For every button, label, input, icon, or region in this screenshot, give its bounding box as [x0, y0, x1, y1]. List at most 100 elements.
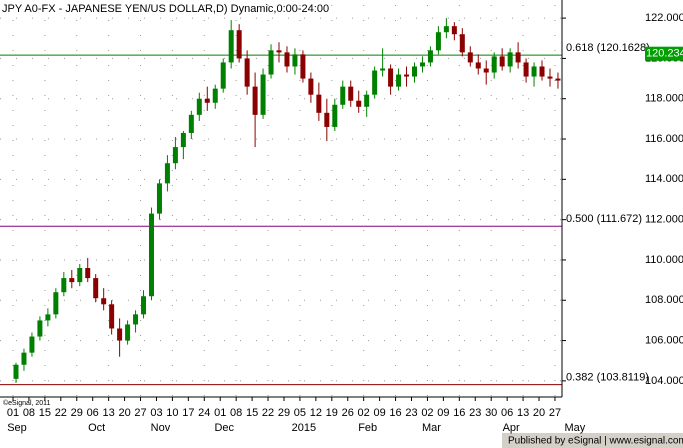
- y-tick-label: 110.000: [645, 254, 683, 266]
- y-tick-label: 114.000: [645, 173, 683, 185]
- candle-body: [117, 328, 123, 341]
- candle-body: [196, 98, 202, 115]
- candle-body: [61, 278, 67, 293]
- x-tick-label: 22: [262, 407, 274, 419]
- candle-body: [364, 94, 370, 107]
- candle-body: [427, 50, 433, 63]
- candle-body: [348, 86, 354, 101]
- candle-body: [435, 32, 441, 51]
- candle-body: [316, 94, 322, 113]
- x-tick-label: 06: [87, 407, 99, 419]
- price-box: [645, 46, 683, 61]
- x-tick-label: 20: [118, 407, 130, 419]
- candle-body: [388, 68, 394, 87]
- month-label: 2015: [292, 422, 316, 434]
- x-tick-label: 16: [453, 407, 465, 419]
- x-tick-label: 27: [549, 407, 561, 419]
- x-tick-label: 01: [7, 407, 19, 419]
- month-label: Apr: [503, 422, 520, 434]
- x-tick-label: 15: [246, 407, 258, 419]
- candle-body: [332, 104, 338, 127]
- level-label: 0.500 (111.672): [566, 213, 642, 225]
- candle-body: [212, 88, 218, 103]
- candle-body: [499, 56, 505, 67]
- chart-title: JPY A0-FX - JAPANESE YEN/US DOLLAR,D) Dy…: [2, 3, 329, 15]
- x-tick-label: 01: [214, 407, 226, 419]
- candle-body: [419, 62, 425, 67]
- x-tick-label: 03: [150, 407, 162, 419]
- candle-body: [172, 147, 178, 164]
- candle-body: [188, 114, 194, 133]
- y-tick-label: 106.000: [645, 334, 683, 346]
- candle-body: [236, 30, 242, 59]
- level-label: 0.382 (103.8119): [566, 372, 649, 384]
- month-label: Oct: [88, 422, 105, 434]
- candle-body: [483, 68, 489, 73]
- x-tick-label: 20: [533, 407, 545, 419]
- level-label: 0.618 (120.1628): [566, 42, 650, 54]
- candle-body: [252, 86, 258, 115]
- candle-body: [284, 52, 290, 67]
- x-tick-label: 27: [134, 407, 146, 419]
- x-tick-label: 30: [485, 407, 497, 419]
- x-tick-label: 08: [230, 407, 242, 419]
- x-tick-label: 02: [421, 407, 433, 419]
- month-label: May: [565, 422, 586, 434]
- candle-body: [125, 324, 131, 341]
- candle-body: [164, 163, 170, 184]
- x-tick-label: 10: [166, 407, 178, 419]
- month-label: Feb: [358, 422, 377, 434]
- candle-body: [220, 62, 226, 89]
- price-label: 120.234: [646, 48, 683, 60]
- candle-body: [539, 66, 545, 77]
- candle-body: [292, 54, 298, 67]
- candle-body: [404, 74, 410, 77]
- month-label: Sep: [7, 422, 27, 434]
- y-tick-label: 112.000: [645, 214, 683, 226]
- candle-body: [396, 74, 402, 87]
- x-tick-label: 22: [55, 407, 67, 419]
- candle-body: [459, 34, 465, 53]
- y-tick-label: 118.000: [645, 93, 683, 105]
- candle-body: [101, 298, 107, 305]
- candle-body: [244, 58, 250, 87]
- x-tick-label: 02: [358, 407, 370, 419]
- candle-body: [13, 364, 19, 379]
- candle-body: [109, 304, 115, 329]
- candle-body: [93, 278, 99, 299]
- candle-body: [380, 68, 386, 71]
- candle-body: [156, 183, 162, 214]
- x-tick-label: 13: [517, 407, 529, 419]
- candle-body: [133, 314, 139, 325]
- x-tick-label: 08: [23, 407, 35, 419]
- candle-body: [443, 26, 449, 33]
- candle-body: [228, 30, 234, 63]
- x-tick-label: 12: [310, 407, 322, 419]
- x-tick-label: 16: [389, 407, 401, 419]
- x-tick-label: 19: [326, 407, 338, 419]
- y-tick-label: 108.000: [645, 294, 683, 306]
- candle-body: [451, 26, 457, 35]
- candle-body: [69, 278, 75, 283]
- x-tick-label: 23: [405, 407, 417, 419]
- x-tick-label: 29: [71, 407, 83, 419]
- candle-body: [555, 78, 561, 81]
- y-tick-label: 104.000: [645, 375, 683, 387]
- x-tick-label: 17: [182, 407, 194, 419]
- candle-body: [300, 54, 306, 79]
- candle-body: [77, 268, 83, 283]
- watermark: ©eSignal, 2011: [3, 399, 51, 407]
- y-tick-label: 122.000: [645, 12, 683, 24]
- candle-body: [276, 50, 282, 53]
- candle-body: [204, 98, 210, 103]
- x-tick-label: 05: [294, 407, 306, 419]
- x-tick-label: 24: [198, 407, 210, 419]
- x-tick-label: 06: [501, 407, 513, 419]
- x-tick-label: 23: [469, 407, 481, 419]
- x-tick-label: 15: [39, 407, 51, 419]
- candle-body: [85, 268, 91, 279]
- candle-body: [141, 296, 147, 315]
- candle-body: [475, 62, 481, 69]
- y-tick-label: 116.000: [645, 133, 683, 145]
